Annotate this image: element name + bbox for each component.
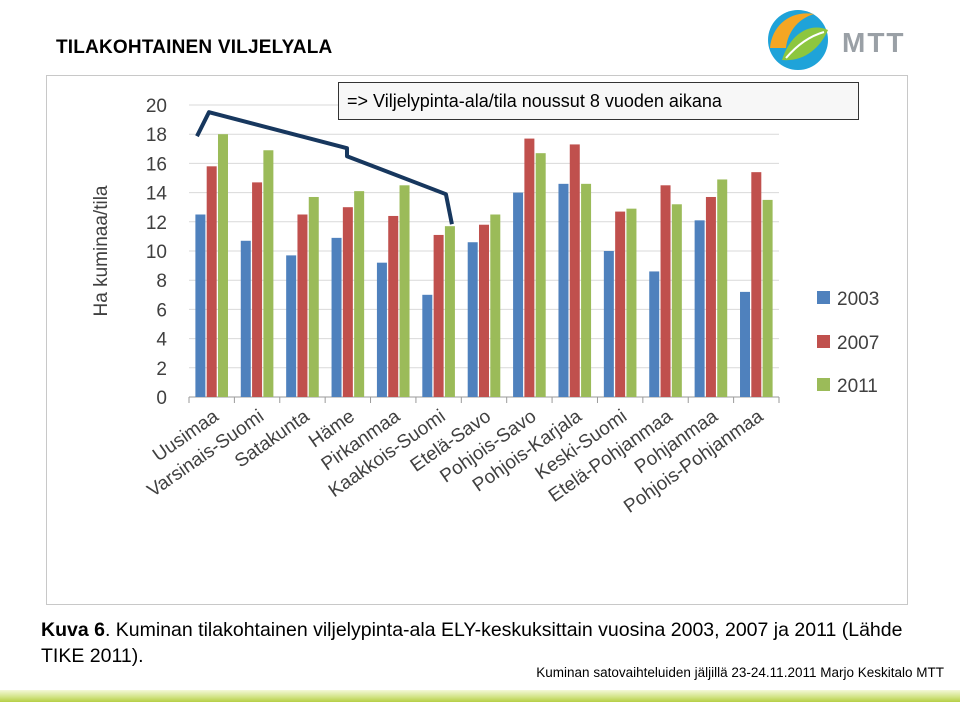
slide-title: TILAKOHTAINEN VILJELYALA [56, 37, 333, 58]
legend-label: 2011 [837, 376, 878, 397]
bar [694, 220, 705, 397]
bar [751, 172, 762, 397]
bar [581, 183, 592, 397]
bar [286, 255, 297, 397]
bar [331, 237, 342, 397]
bar [195, 214, 206, 397]
bar [263, 150, 274, 397]
callout-bracket [195, 110, 454, 225]
bar [297, 214, 308, 397]
bar [422, 294, 433, 397]
bar [479, 224, 489, 397]
bar [649, 271, 660, 397]
y-tick-label: 8 [156, 271, 167, 292]
bar [444, 226, 455, 397]
bar [513, 192, 524, 397]
bar [626, 208, 637, 397]
y-tick-label: 20 [146, 96, 167, 117]
legend-label: 2003 [837, 289, 879, 310]
bar [740, 291, 751, 397]
bar [705, 196, 716, 397]
bar [524, 138, 535, 397]
bar [603, 251, 614, 397]
bar [569, 144, 580, 397]
leaf-swirl-icon [768, 10, 828, 70]
footer-note: Kuminan satovaihteluiden jäljillä 23-24.… [536, 665, 944, 680]
bar [615, 211, 626, 397]
legend-swatch [817, 291, 830, 304]
caption-label: Kuva 6 [41, 619, 105, 641]
bar [399, 185, 410, 397]
bar [206, 166, 217, 397]
bar [717, 179, 728, 397]
legend-swatch [817, 378, 830, 391]
bar [240, 240, 251, 397]
y-tick-label: 10 [146, 242, 167, 263]
bar [252, 182, 263, 397]
y-tick-label: 18 [146, 125, 167, 146]
bar [342, 207, 353, 397]
bar [671, 204, 682, 397]
y-tick-label: 0 [156, 388, 167, 409]
y-tick-label: 2 [156, 359, 167, 380]
bar [308, 196, 319, 397]
bar [217, 134, 228, 397]
bar [388, 215, 399, 397]
bar [535, 153, 546, 397]
bar [660, 185, 671, 397]
y-tick-label: 6 [156, 300, 167, 321]
logo-wordmark: MTT [842, 27, 906, 58]
legend-swatch [817, 335, 830, 348]
y-tick-label: 16 [146, 154, 167, 175]
bar [354, 191, 365, 397]
chart-frame: 0 2 4 6 8 10 12 14 16 18 20 Ha kuminaa/tila Uusimaa V… [46, 75, 908, 605]
callout-box: => Viljelypinta-ala/tila noussut 8 vuode… [338, 82, 859, 120]
bar [490, 214, 501, 397]
y-tick-label: 12 [146, 213, 167, 234]
figure-caption: Kuva 6. Kuminan tilakohtainen viljelypin… [41, 617, 941, 669]
bar [558, 183, 569, 397]
bar [467, 242, 478, 397]
bar [762, 199, 773, 397]
bar [376, 262, 387, 397]
bottom-band [0, 690, 960, 702]
bar [433, 234, 444, 397]
y-tick-label: 4 [156, 330, 167, 351]
caption-text: . Kuminan tilakohtainen viljelypinta-ala… [41, 619, 903, 667]
y-tick-label: 14 [146, 184, 168, 205]
mtt-logo: MTT [768, 10, 906, 70]
y-axis-label: Ha kuminaa/tila [91, 185, 112, 316]
legend-label: 2007 [837, 333, 879, 354]
